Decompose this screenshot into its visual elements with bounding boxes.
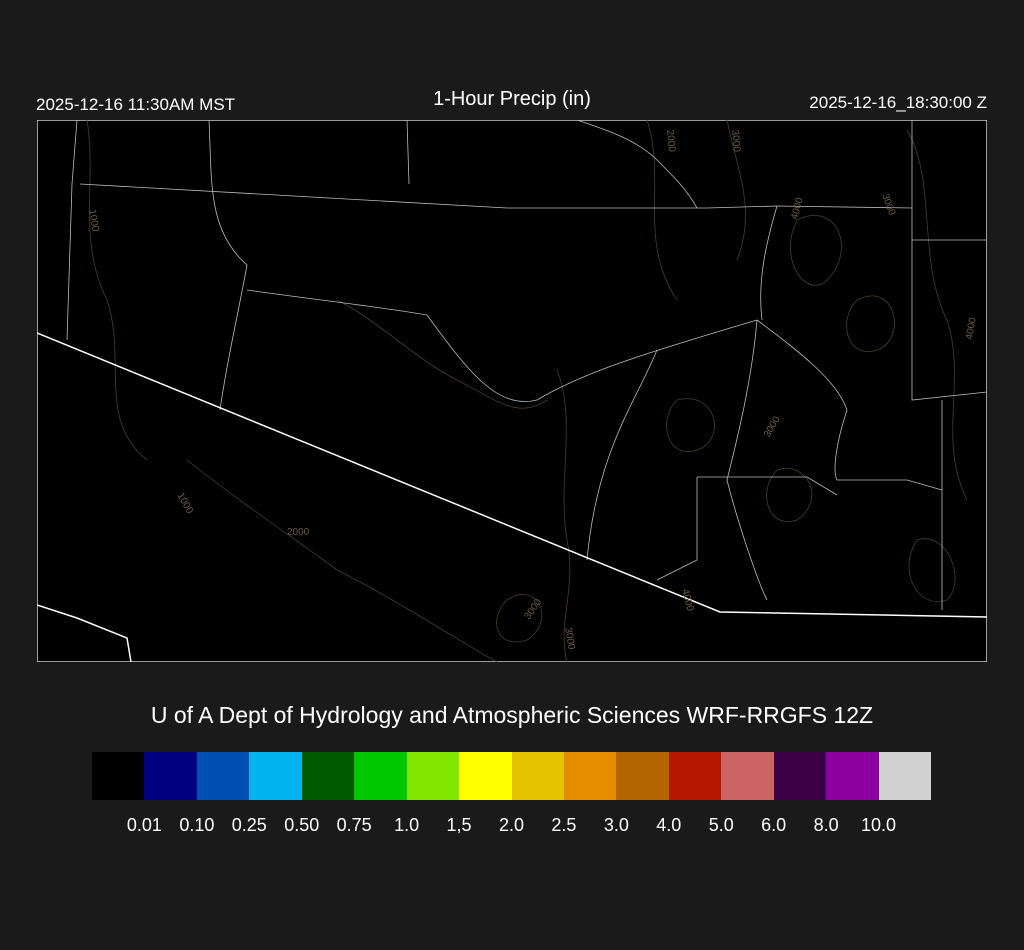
model-credit: U of A Dept of Hydrology and Atmospheric… — [150, 702, 874, 728]
colorbar-label: 5.0 — [708, 815, 734, 835]
colorbar-swatch — [354, 752, 407, 800]
colorbar-swatch — [196, 752, 250, 800]
valid-local-time: 2025-12-16 11:30AM MST — [36, 95, 236, 114]
contour-label: 2000 — [287, 527, 310, 538]
colorbar-swatch — [301, 752, 355, 800]
colorbar-label: 4.0 — [656, 815, 682, 835]
terrain-contours — [86, 120, 968, 662]
colorbar-label: 3.0 — [603, 815, 629, 835]
colorbar-swatch — [616, 752, 669, 800]
colorbar-label: 0.10 — [179, 815, 215, 835]
colorbar-swatch — [826, 752, 879, 800]
contour-label: 4000 — [964, 316, 979, 340]
valid-utc-time: 2025-12-16_18:30:00 Z — [809, 93, 987, 112]
colorbar-labels: 0.01 0.10 0.25 0.50 0.75 1.0 1,5 2.0 2.5 3.0 4.0 5.… — [0, 815, 1024, 839]
colorbar-label: 1,5 — [446, 815, 472, 835]
colorbar-swatch — [721, 752, 774, 800]
contour-label: 1000 — [86, 209, 101, 233]
colorbar-label: 0.25 — [231, 815, 267, 835]
map-background — [37, 120, 987, 662]
colorbar-label: 6.0 — [761, 815, 787, 835]
contour-label: 2000 — [664, 129, 677, 153]
colorbar-swatch — [144, 752, 197, 800]
colorbar-swatch — [249, 752, 302, 800]
contour-label: 3000 — [729, 129, 742, 153]
colorbar-label: 0.01 — [126, 815, 162, 835]
colorbar-swatch — [459, 752, 512, 800]
contour-label: 3000 — [562, 627, 577, 651]
precip-map: 1000 2000 3000 4000 3000 4000 3000 1000 … — [37, 120, 987, 662]
colorbar-swatch — [773, 752, 827, 800]
colorbar-swatch — [563, 752, 617, 800]
colorbar-label: 8.0 — [813, 815, 839, 835]
colorbar-swatch — [406, 752, 460, 800]
colorbar — [92, 752, 931, 800]
colorbar-label: 1.0 — [394, 815, 420, 835]
colorbar-label: 10.0 — [861, 815, 897, 835]
colorbar-swatch — [668, 752, 722, 800]
international-border — [37, 332, 987, 662]
state-county-lines — [66, 120, 987, 610]
colorbar-swatch — [511, 752, 564, 800]
colorbar-label: 0.75 — [336, 815, 372, 835]
colorbar-label: 0.50 — [284, 815, 320, 835]
colorbar-swatch — [92, 752, 145, 800]
colorbar-label: 2.0 — [498, 815, 525, 835]
colorbar-swatch — [878, 752, 931, 800]
map-title: 1-Hour Precip (in) — [433, 88, 591, 110]
colorbar-label: 2.5 — [551, 815, 577, 835]
